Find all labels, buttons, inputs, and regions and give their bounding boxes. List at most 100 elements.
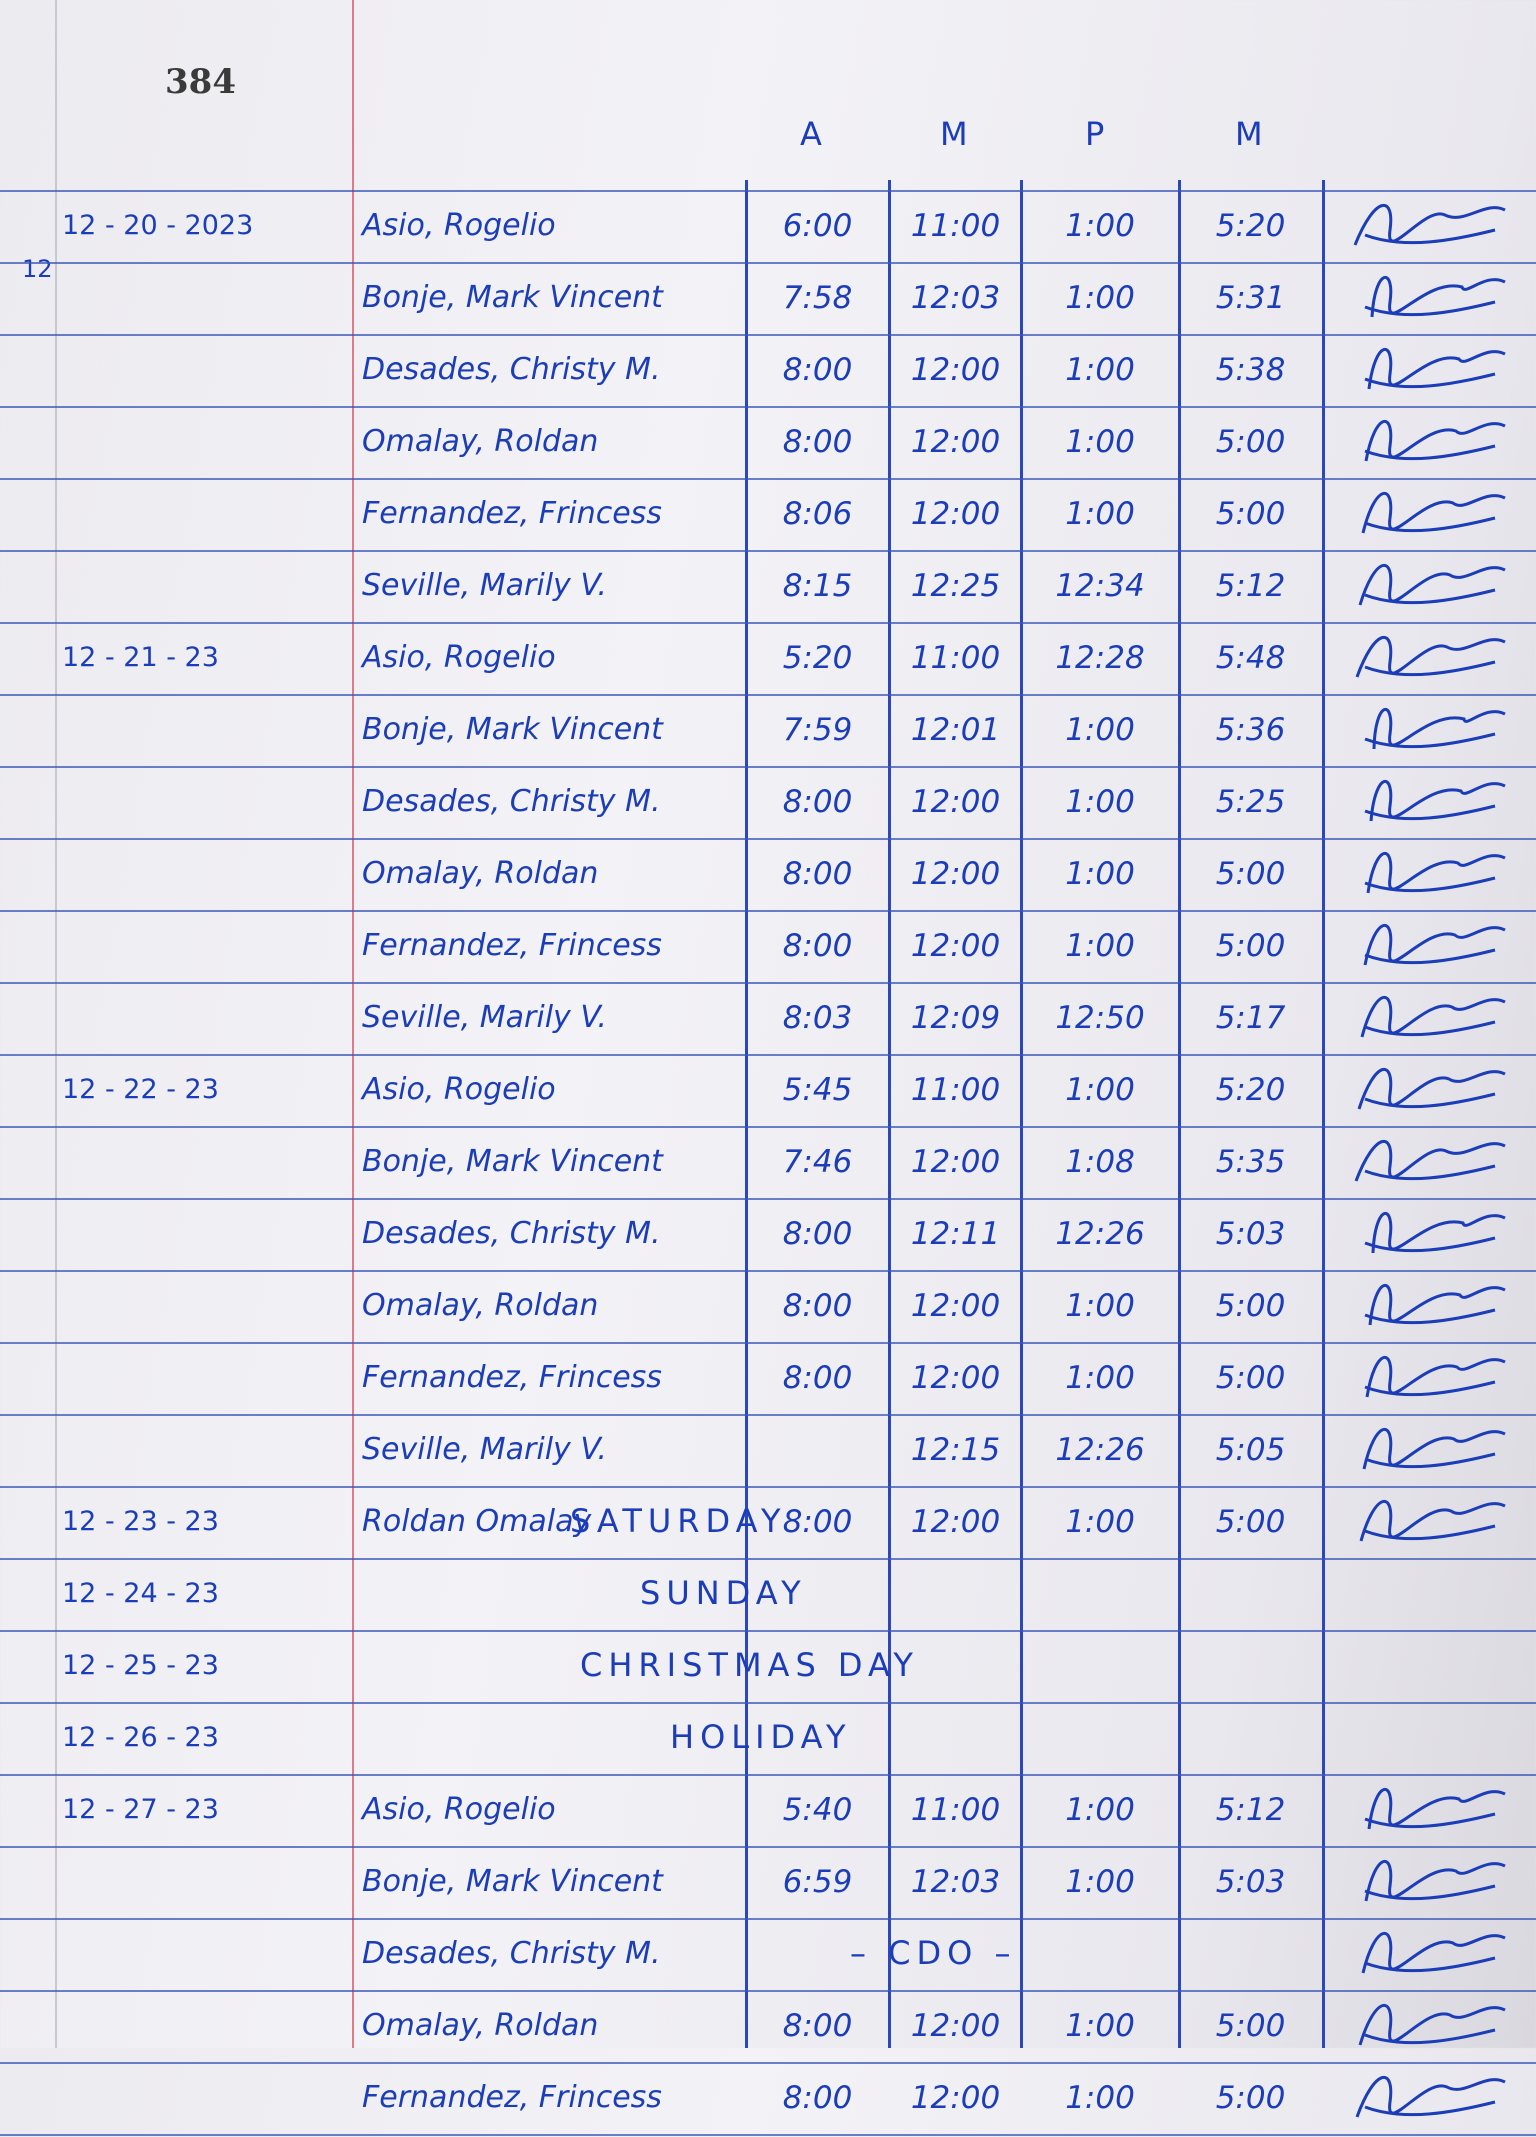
employee-name: Roldan Omalay	[362, 1504, 592, 1539]
time-pm-in: 1:00	[1065, 424, 1135, 460]
red-margin-line	[352, 0, 354, 2048]
signature-scribble	[1364, 1211, 1506, 1254]
column-divider	[745, 180, 748, 2048]
time-pm-in: 12:34	[1055, 568, 1145, 604]
time-am-out: 12:25	[910, 568, 1001, 604]
employee-name: Omalay, Roldan	[362, 2008, 599, 2043]
employee-name: Desades, Christy M.	[362, 352, 661, 387]
time-pm-out: 5:12	[1215, 568, 1286, 604]
time-am-out: 12:03	[910, 280, 1001, 316]
time-am-out: 12:11	[910, 1216, 1001, 1252]
time-am-out: 12:00	[910, 1504, 1001, 1540]
ruled-line	[0, 1486, 1536, 1488]
time-am-out: 12:15	[910, 1432, 1001, 1468]
time-am-in: 5:20	[782, 640, 853, 676]
column-divider	[1178, 180, 1181, 2048]
ruled-line	[0, 982, 1536, 984]
time-pm-out: 5:03	[1215, 1216, 1286, 1252]
time-pm-in: 1:00	[1065, 1504, 1135, 1540]
entry-date: 12 - 22 - 23	[62, 1074, 219, 1105]
time-pm-in: 1:00	[1065, 712, 1135, 748]
column-divider	[1322, 180, 1325, 2048]
employee-name: Desades, Christy M.	[362, 1216, 661, 1251]
ruled-line	[0, 622, 1536, 624]
signature-scribble	[1360, 995, 1506, 1038]
header-am-a: A	[800, 115, 822, 153]
ruled-line	[0, 1054, 1536, 1056]
time-am-in: 8:00	[782, 424, 853, 460]
signature-scribble	[1357, 1067, 1506, 1110]
ruled-line	[0, 694, 1536, 696]
employee-name: Omalay, Roldan	[362, 1288, 599, 1323]
employee-name: Fernandez, Frincess	[362, 2080, 662, 2115]
time-pm-out: 5:48	[1215, 640, 1286, 676]
entry-date: 12 - 27 - 23	[62, 1794, 219, 1825]
employee-name: Fernandez, Frincess	[362, 1360, 662, 1395]
time-pm-in: 12:26	[1055, 1432, 1145, 1468]
employee-name: Desades, Christy M.	[362, 784, 661, 819]
signature-scribble	[1353, 203, 1506, 246]
signature-scribble	[1355, 635, 1506, 678]
time-am-in: 7:59	[782, 712, 853, 748]
time-pm-out: 5:20	[1215, 1072, 1286, 1108]
page-edge	[55, 0, 57, 2048]
signature-scribble	[1361, 1931, 1506, 1974]
time-pm-out: 5:36	[1215, 712, 1286, 748]
time-am-in: 8:00	[782, 1288, 853, 1324]
time-pm-out: 5:00	[1215, 856, 1286, 892]
signature-scribble	[1364, 707, 1506, 750]
time-pm-in: 1:00	[1065, 1288, 1135, 1324]
ruled-line	[0, 262, 1536, 264]
time-am-out: 12:01	[910, 712, 1001, 748]
time-pm-out: 5:20	[1215, 208, 1286, 244]
entry-date: 12 - 26 - 23	[62, 1722, 219, 1753]
signature-scribble	[1354, 1139, 1506, 1182]
signature-scribble	[1359, 1499, 1506, 1542]
ruled-line	[0, 1630, 1536, 1632]
signature-scribble	[1364, 419, 1506, 462]
time-am-out: 12:00	[910, 496, 1001, 532]
time-pm-in: 1:08	[1065, 1144, 1135, 1180]
time-pm-out: 5:00	[1215, 496, 1286, 532]
time-pm-out: 5:31	[1215, 280, 1286, 316]
time-pm-out: 5:00	[1215, 1504, 1286, 1540]
header-pm-p: P	[1085, 115, 1105, 153]
time-am-in: 8:00	[782, 1216, 853, 1252]
time-pm-in: 1:00	[1065, 1792, 1135, 1828]
signature-scribble	[1363, 923, 1506, 966]
time-am-in: 6:59	[782, 1864, 853, 1900]
time-am-out: 12:03	[910, 1864, 1001, 1900]
ruled-line	[0, 766, 1536, 768]
employee-name: Bonje, Mark Vincent	[362, 1864, 663, 1899]
signature-scribble	[1364, 1859, 1506, 1902]
signature-scribble	[1364, 275, 1506, 318]
time-pm-out: 5:00	[1215, 2008, 1286, 2044]
header-pm-m: M	[1235, 115, 1263, 153]
time-pm-in: 1:00	[1065, 352, 1135, 388]
time-am-in: 8:00	[782, 2008, 853, 2044]
signature-scribble	[1364, 1787, 1506, 1830]
time-am-in: 8:00	[782, 856, 853, 892]
time-am-in: 8:15	[782, 568, 853, 604]
ruled-line	[0, 1126, 1536, 1128]
page-number: 384	[165, 62, 236, 102]
time-am-out: 11:00	[910, 640, 1001, 676]
ruled-line	[0, 1198, 1536, 1200]
ruled-line	[0, 190, 1536, 192]
time-am-in: 7:46	[782, 1144, 853, 1180]
time-pm-in: 1:00	[1065, 1864, 1135, 1900]
header-am-m: M	[940, 115, 968, 153]
time-am-out: 12:00	[910, 424, 1001, 460]
time-am-out: 12:00	[910, 1360, 1001, 1396]
time-am-out: 11:00	[910, 208, 1001, 244]
signature-scribble	[1362, 1427, 1506, 1470]
time-pm-in: 1:00	[1065, 1072, 1135, 1108]
ruled-line	[0, 478, 1536, 480]
employee-name: Fernandez, Frincess	[362, 496, 662, 531]
time-pm-in: 1:00	[1065, 2080, 1135, 2116]
employee-name: Bonje, Mark Vincent	[362, 712, 663, 747]
time-pm-out: 5:17	[1215, 1000, 1286, 1036]
time-pm-out: 5:38	[1215, 352, 1286, 388]
time-pm-out: 5:00	[1215, 424, 1286, 460]
signature-scribble	[1364, 1283, 1506, 1326]
